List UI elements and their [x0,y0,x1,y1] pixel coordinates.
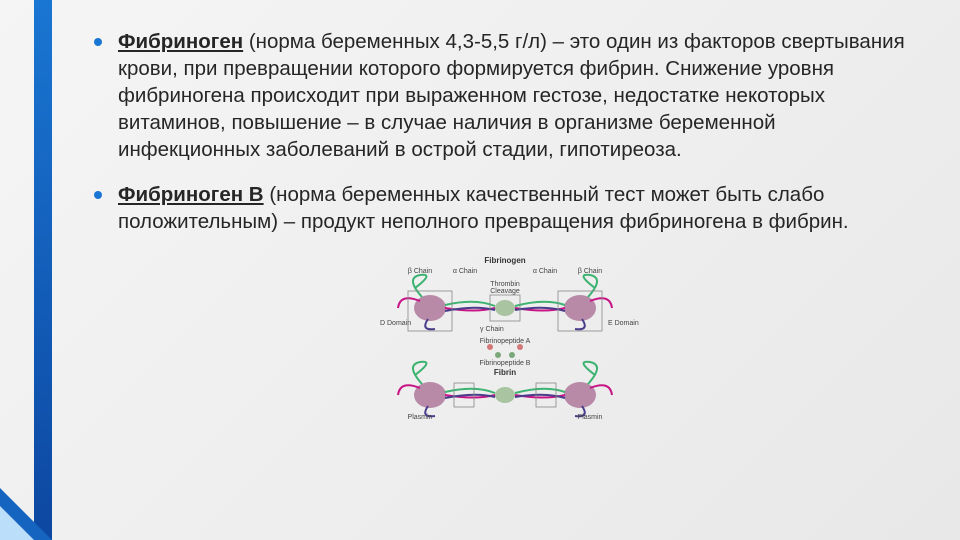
plasmin-label3: Plasmin [578,414,603,421]
chain-label: α Chain [453,268,477,275]
d-domain-label: D Domain [380,320,411,327]
fibrinogen-diagram: Fibrinogen β Chain α Chain α Chain β Cha… [360,253,650,421]
slide-content: Фибриноген (норма беременных 4,3-5,5 г/л… [90,28,920,421]
bullet-item-2: Фибриноген В (норма беременных качествен… [90,181,920,235]
chain-label: β Chain [408,268,432,275]
thrombin-label2: Cleavage [490,288,520,295]
chain-label: α Chain [533,268,557,275]
plasmin-label: Plasmin [408,414,433,421]
bullet-item-1: Фибриноген (норма беременных 4,3-5,5 г/л… [90,28,920,163]
diagram-title-bottom: Fibrin [494,368,516,377]
fpb-label: Fibrinopeptide B [480,360,531,367]
fpa-label: Fibrinopeptide A [480,338,531,345]
e-domain-label: E Domain [608,320,639,327]
diagram-title-top: Fibrinogen [484,256,525,265]
chain-label: β Chain [578,268,602,275]
term-1: Фибриноген [118,30,243,53]
bullet-list: Фибриноген (норма беременных 4,3-5,5 г/л… [90,28,920,235]
thrombin-label: Thrombin [490,281,520,288]
accent-bar-vertical [34,0,52,540]
term-2: Фибриноген В [118,183,264,206]
gamma-label: γ Chain [480,326,504,333]
